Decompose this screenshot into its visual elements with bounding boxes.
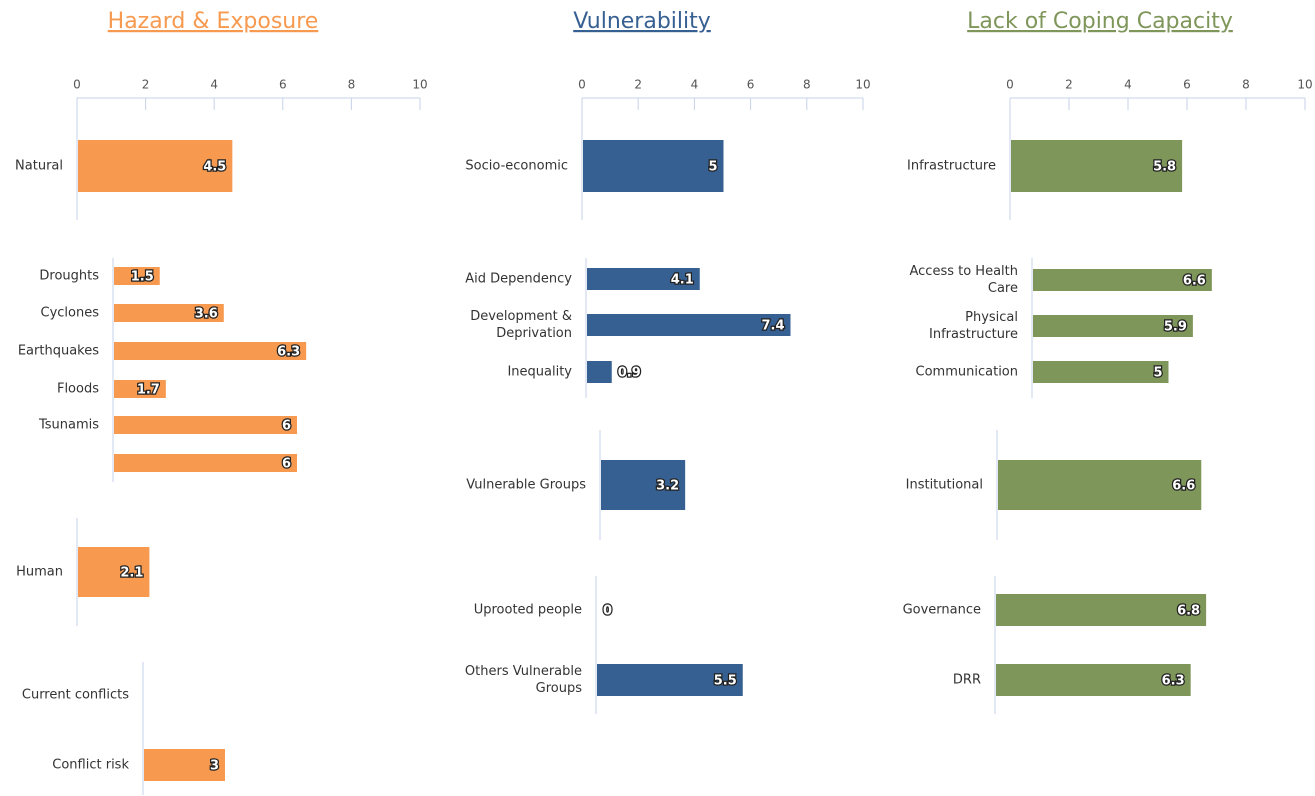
bar [587,361,612,383]
section-title[interactable]: Vulnerability [573,9,711,34]
bar [1033,269,1212,291]
category-label: Current conflicts [21,687,129,703]
x-tick-label: 8 [803,78,811,92]
value-label: 2.1 [120,566,143,581]
x-tick-label: 10 [1297,78,1312,92]
bar [996,594,1207,626]
bar [78,547,150,597]
bar [114,454,297,472]
bar [114,342,307,360]
category-label: Others Vulnerable Groups [464,664,582,696]
category-label: Earthquakes [17,343,99,359]
section-title[interactable]: Lack of Coping Capacity [967,9,1233,34]
value-label: 4.1 [671,273,694,288]
category-label: Access to Health Care [909,264,1018,296]
value-label: 5.8 [1153,160,1176,175]
bar [78,140,233,192]
bar [114,267,160,285]
bar [1033,361,1169,383]
value-label: 1.5 [131,270,154,285]
value-label: 3.6 [195,307,218,322]
x-tick-label: 4 [1124,78,1132,92]
x-tick-label: 2 [142,78,150,92]
x-tick-label: 6 [747,78,755,92]
category-label: Inequality [507,364,572,380]
category-label: Human [16,564,63,580]
category-label: Droughts [39,268,99,284]
value-label: 6 [282,457,291,472]
category-label: Uprooted people [473,602,582,618]
value-label: 0 [603,604,612,619]
bar [998,460,1202,510]
x-tick-label: 6 [279,78,287,92]
bar [996,664,1191,696]
x-tick-label: 4 [691,78,699,92]
category-label: Vulnerable Groups [466,477,586,493]
category-label: Floods [56,381,99,397]
x-tick-label: 4 [210,78,218,92]
section-title[interactable]: Hazard & Exposure [108,9,319,34]
category-label: Natural [15,158,63,174]
category-label: DRR [952,672,981,688]
value-label: 4.5 [203,160,226,175]
value-label: 0.9 [618,366,641,381]
category-label: Institutional [905,477,983,493]
value-label: 5.9 [1164,320,1187,335]
bar [114,304,224,322]
x-tick-label: 2 [634,78,642,92]
value-label: 6.8 [1177,604,1200,619]
x-tick-label: 10 [412,78,427,92]
bar [1033,315,1193,337]
x-tick-label: 10 [855,78,870,92]
value-label: 3.2 [656,479,679,494]
x-tick-label: 0 [578,78,586,92]
bar [114,416,297,434]
bar [597,664,743,696]
category-label: Socio-economic [465,158,568,174]
x-tick-label: 6 [1183,78,1191,92]
category-label: Physical Infrastructure [929,310,1018,342]
value-label: 6.6 [1183,274,1206,289]
category-label: Aid Dependency [465,271,572,287]
value-label: 5 [708,160,717,175]
value-label: 6.3 [277,345,300,360]
x-tick-label: 8 [1242,78,1250,92]
bar [587,268,700,290]
value-label: 7.4 [761,319,784,334]
bar [583,140,724,192]
value-label: 6.3 [1162,674,1185,689]
bar [144,749,225,781]
value-label: 5 [1153,366,1162,381]
value-label: 6.6 [1172,479,1195,494]
bar [587,314,791,336]
x-tick-label: 8 [348,78,356,92]
bar [1011,140,1183,192]
category-label: Development & Deprivation [470,309,572,341]
category-label: Infrastructure [907,158,996,174]
bar [601,460,686,510]
category-label: Governance [902,602,981,618]
bar [114,380,166,398]
x-tick-label: 2 [1065,78,1073,92]
category-label: Conflict risk [52,757,129,773]
category-label: Communication [915,364,1018,380]
value-label: 1.7 [137,383,160,398]
value-label: 6 [282,419,291,434]
x-tick-label: 0 [73,78,81,92]
category-label: Cyclones [40,305,100,321]
value-label: 5.5 [714,674,737,689]
x-tick-label: 0 [1006,78,1014,92]
value-label: 3 [210,759,219,774]
category-label: Tsunamis [38,417,99,433]
